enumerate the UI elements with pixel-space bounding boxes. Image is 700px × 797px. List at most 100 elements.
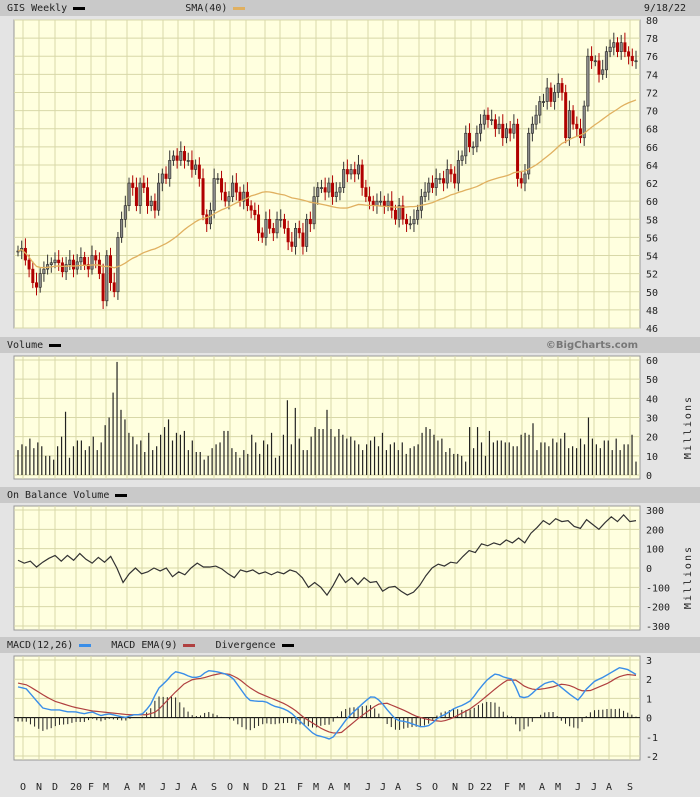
candle-body xyxy=(42,268,46,274)
x-tick-label: O xyxy=(432,782,438,793)
price-y-tick: 48 xyxy=(646,306,658,317)
divergence-legend-swatch xyxy=(281,643,294,647)
x-tick-label: 22 xyxy=(480,782,492,793)
volume-y-tick: 10 xyxy=(646,452,658,463)
candle-body xyxy=(234,182,238,193)
candle-body xyxy=(479,123,483,134)
candle-body xyxy=(227,196,231,202)
x-tick-label: O xyxy=(20,782,26,793)
candle-body xyxy=(368,196,372,202)
obv-label: On Balance Volume xyxy=(7,489,110,501)
candle-body xyxy=(342,169,346,188)
candle-body xyxy=(112,282,116,293)
candle-body xyxy=(516,123,520,179)
candle-body xyxy=(149,200,153,207)
candle-body xyxy=(79,257,83,263)
candle-body xyxy=(538,101,542,116)
x-tick-label: A xyxy=(124,782,130,793)
x-tick-label: S xyxy=(627,782,633,793)
candle-body xyxy=(560,83,564,93)
x-tick-label: A xyxy=(539,782,545,793)
price-y-tick: 60 xyxy=(646,197,658,208)
candle-body xyxy=(327,182,331,193)
candle-body xyxy=(290,241,294,247)
candle-body xyxy=(186,160,190,162)
sma-line xyxy=(17,99,637,269)
candle-body xyxy=(608,46,612,53)
candle-body xyxy=(356,164,360,175)
candle-body xyxy=(634,60,638,63)
x-tick-label: A xyxy=(606,782,612,793)
candle-body xyxy=(179,151,183,161)
macd-plot-area xyxy=(13,655,641,761)
volume-y-tick: 60 xyxy=(646,356,658,367)
candle-body xyxy=(223,191,227,202)
obv-legend-swatch xyxy=(115,493,128,497)
candle-body xyxy=(190,160,194,170)
obv-line xyxy=(17,513,637,597)
macd-y-tick: 1 xyxy=(646,694,652,705)
candle-body xyxy=(627,51,631,57)
macd-label: MACD(12,26) xyxy=(7,639,74,651)
candle-body xyxy=(216,178,220,180)
candle-body xyxy=(194,164,198,170)
candle-body xyxy=(416,209,420,220)
sma-legend-swatch xyxy=(233,6,246,10)
candle-body xyxy=(312,196,316,225)
candle-body xyxy=(131,182,135,188)
volume-y-tick: 30 xyxy=(646,414,658,425)
candle-body xyxy=(38,273,42,288)
candle-body xyxy=(64,264,68,273)
candle-body xyxy=(183,151,187,161)
candle-body xyxy=(401,205,405,220)
candle-body xyxy=(138,182,142,207)
candle-body xyxy=(142,182,146,188)
candle-body xyxy=(527,132,531,175)
x-tick-label: F xyxy=(88,782,94,793)
candle-body xyxy=(379,200,383,203)
candle-body xyxy=(345,169,349,175)
macd-y-tick: 3 xyxy=(646,656,652,667)
x-tick-label: M xyxy=(139,782,145,793)
macd-y-tick: 2 xyxy=(646,675,652,686)
candle-body xyxy=(564,92,568,139)
candle-body xyxy=(364,187,368,197)
watermark: ©BigCharts.com xyxy=(545,339,638,351)
candle-body xyxy=(338,187,342,193)
candle-body xyxy=(360,164,364,188)
candle-body xyxy=(523,173,527,184)
candle-body xyxy=(249,205,253,211)
price-y-tick: 72 xyxy=(646,88,658,99)
price-y-tick: 64 xyxy=(646,161,658,172)
candle-body xyxy=(442,178,446,184)
candle-body xyxy=(94,255,98,261)
x-tick-label: J xyxy=(175,782,181,793)
candle-body xyxy=(434,178,438,188)
candle-body xyxy=(264,218,268,238)
candle-body xyxy=(171,155,175,161)
macd-ema-line xyxy=(17,672,637,734)
candle-body xyxy=(397,205,401,220)
candle-body xyxy=(323,187,327,193)
candle-body xyxy=(556,83,560,93)
candle-body xyxy=(530,123,534,134)
candle-body xyxy=(308,218,312,225)
candle-body xyxy=(475,132,479,148)
candle-body xyxy=(90,255,94,270)
candle-body xyxy=(146,187,150,207)
obv-y-tick: -100 xyxy=(646,583,670,594)
macd-y-tick: -1 xyxy=(646,733,658,744)
candle-body xyxy=(153,200,157,211)
price-y-tick: 78 xyxy=(646,34,658,45)
candle-body xyxy=(260,232,264,238)
x-tick-label: F xyxy=(297,782,303,793)
candle-body xyxy=(353,169,357,175)
price-y-tick: 52 xyxy=(646,270,658,281)
candle-body xyxy=(508,128,512,134)
x-tick-label: J xyxy=(575,782,581,793)
candle-body xyxy=(493,119,497,130)
x-tick-label: A xyxy=(191,782,197,793)
x-tick-label: F xyxy=(504,782,510,793)
macd-ema-legend-swatch xyxy=(183,643,196,647)
